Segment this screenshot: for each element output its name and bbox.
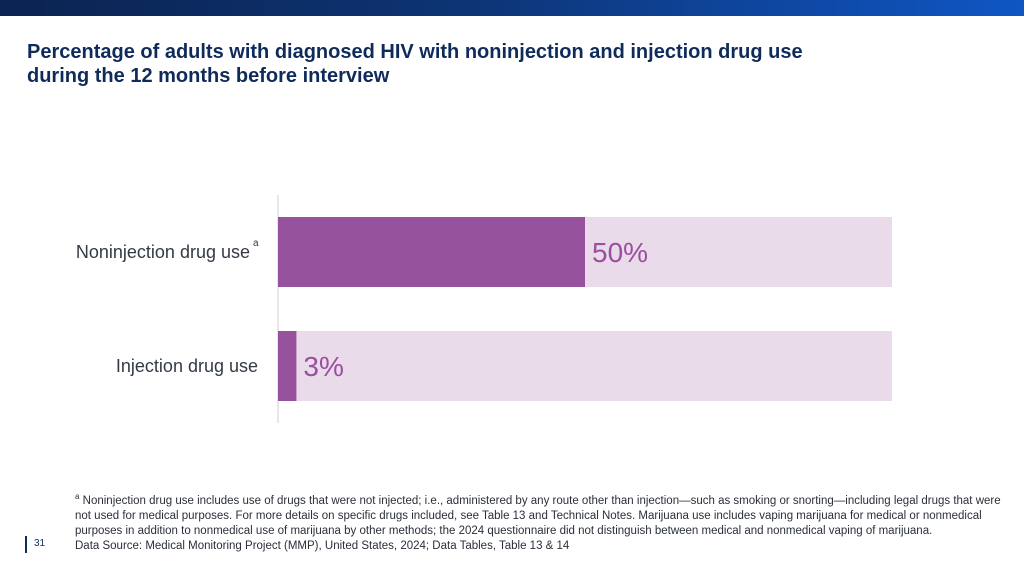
page-number-bar <box>25 536 27 553</box>
bar-track <box>278 331 892 401</box>
footnote-body: Noninjection drug use includes use of dr… <box>75 494 1001 537</box>
category-label: Injection drug use <box>116 356 258 376</box>
title-line-2: during the 12 months before interview <box>27 65 390 87</box>
category-superscript: a <box>253 238 259 249</box>
title-line-1: Percentage of adults with diagnosed HIV … <box>27 41 803 63</box>
data-source: Data Source: Medical Monitoring Project … <box>75 539 570 552</box>
category-label: Noninjection drug use <box>76 242 250 262</box>
footnote-text: a Noninjection drug use includes use of … <box>75 489 1010 539</box>
page-number: 31 <box>34 538 46 549</box>
bar <box>278 331 297 401</box>
data-label: 50% <box>592 237 648 268</box>
data-label: 3% <box>303 351 343 382</box>
footnote: a Noninjection drug use includes use of … <box>75 489 1010 554</box>
footnote-marker: a <box>75 492 80 501</box>
top-banner <box>0 0 1024 16</box>
page-title: Percentage of adults with diagnosed HIV … <box>27 40 987 88</box>
bar <box>278 217 585 287</box>
